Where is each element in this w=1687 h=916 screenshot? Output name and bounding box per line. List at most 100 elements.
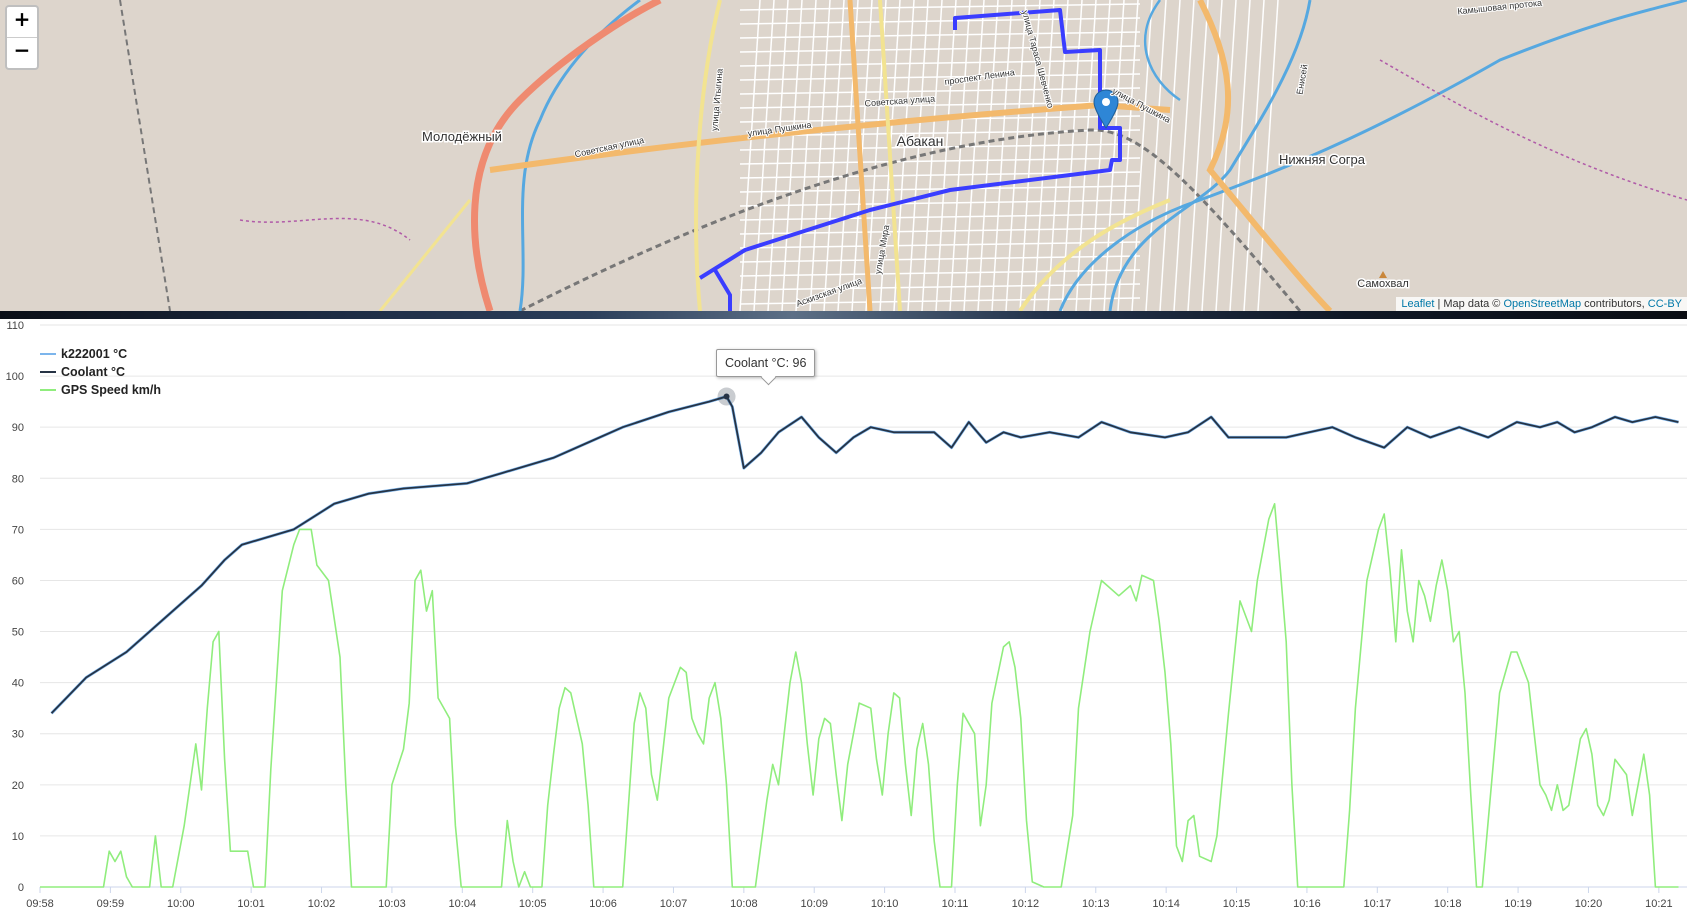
minor-road bbox=[1033, 0, 1055, 311]
x-tick-label: 09:59 bbox=[97, 898, 125, 910]
y-tick-label: 40 bbox=[12, 678, 24, 690]
minor-road bbox=[1173, 0, 1195, 311]
y-tick-label: 60 bbox=[12, 575, 24, 587]
minor-road bbox=[739, 269, 1141, 277]
attribution-contributors: contributors, bbox=[1581, 298, 1648, 310]
boundary bbox=[1379, 59, 1687, 201]
x-tick-label: 10:15 bbox=[1223, 898, 1251, 910]
minor-road bbox=[1005, 0, 1027, 311]
x-tick-label: 10:08 bbox=[730, 898, 758, 910]
hover-point bbox=[723, 393, 730, 400]
primary-road bbox=[1018, 198, 1171, 311]
legend-item-k222001[interactable]: k222001 °C bbox=[40, 345, 161, 363]
minor-road bbox=[739, 157, 1141, 165]
x-tick-label: 10:00 bbox=[167, 898, 195, 910]
legend-item-coolant[interactable]: Coolant °C bbox=[40, 363, 161, 381]
x-tick-label: 10:13 bbox=[1082, 898, 1110, 910]
minor-road bbox=[739, 31, 1141, 39]
minor-road bbox=[977, 0, 999, 311]
y-tick-label: 80 bbox=[12, 473, 24, 485]
zoom-in-button[interactable]: + bbox=[13, 7, 31, 31]
zoom-out-button[interactable]: − bbox=[7, 37, 37, 68]
place-label: Молодёжный bbox=[422, 129, 502, 144]
primary-road bbox=[694, 0, 722, 311]
railway bbox=[519, 128, 1302, 311]
leaflet-link[interactable]: Leaflet bbox=[1401, 298, 1435, 310]
minor-road bbox=[1019, 0, 1041, 311]
place-label: Самохвал bbox=[1357, 278, 1409, 290]
panel-divider bbox=[0, 311, 1687, 319]
river bbox=[1058, 0, 1687, 311]
x-tick-label: 10:01 bbox=[237, 898, 265, 910]
minor-road bbox=[1117, 0, 1139, 311]
y-tick-label: 90 bbox=[12, 422, 24, 434]
zoom-control: + − bbox=[5, 5, 39, 70]
legend-item-gps-speed[interactable]: GPS Speed km/h bbox=[40, 381, 161, 399]
chart-panel: 0 10 20 30 40 50 60 70 80 90 100 110 09:58 09:59 10:00… bbox=[0, 319, 1687, 916]
river bbox=[1108, 0, 1312, 311]
y-tick-label: 10 bbox=[12, 831, 24, 843]
attribution-text: | Map data © bbox=[1434, 298, 1504, 310]
series-line-2 bbox=[40, 503, 1679, 888]
major-road bbox=[1197, 0, 1333, 311]
y-tick-label: 30 bbox=[12, 729, 24, 741]
x-tick-label: 10:04 bbox=[449, 898, 477, 910]
minor-road bbox=[739, 227, 1141, 235]
peak-icon bbox=[1379, 271, 1387, 278]
x-tick-label: 10:16 bbox=[1293, 898, 1321, 910]
minor-road bbox=[739, 101, 1141, 109]
minor-road bbox=[739, 45, 1141, 53]
minor-road bbox=[739, 17, 1141, 25]
minor-road bbox=[1215, 0, 1237, 311]
series-line-1 bbox=[50, 395, 1679, 714]
marker-dot bbox=[1102, 98, 1110, 106]
primary-road bbox=[878, 0, 902, 311]
minor-road bbox=[1257, 0, 1279, 311]
chart-legend: k222001 °C Coolant °C GPS Speed km/h bbox=[40, 345, 161, 399]
legend-swatch-k222001 bbox=[40, 353, 56, 355]
place-label: Абакан bbox=[897, 133, 944, 149]
map-panel[interactable]: Молодёжный Абакан Нижняя Согра Самохвал Сове… bbox=[0, 0, 1687, 311]
map-background bbox=[0, 0, 1687, 311]
x-tick-label: 10:12 bbox=[1012, 898, 1040, 910]
minor-road bbox=[739, 185, 1141, 193]
minor-road bbox=[1243, 0, 1265, 311]
minor-road bbox=[739, 199, 1141, 207]
osm-link[interactable]: OpenStreetMap bbox=[1503, 298, 1582, 310]
x-tick-label: 10:18 bbox=[1434, 898, 1462, 910]
minor-road bbox=[739, 241, 1141, 249]
minor-road bbox=[991, 0, 1013, 311]
route-path bbox=[698, 8, 1122, 280]
map-attribution: Leaflet | Map data © OpenStreetMap contr… bbox=[1396, 297, 1687, 311]
location-marker-icon bbox=[1093, 89, 1119, 129]
line-chart: 0 10 20 30 40 50 60 70 80 90 100 110 09:58 09:59 10:00… bbox=[6, 320, 1687, 910]
railway bbox=[119, 0, 171, 311]
major-road bbox=[489, 101, 1171, 173]
license-link[interactable]: CC-BY bbox=[1647, 298, 1682, 310]
minor-road bbox=[739, 213, 1141, 221]
y-tick-label: 70 bbox=[12, 524, 24, 536]
primary-road bbox=[378, 199, 472, 311]
legend-swatch-coolant bbox=[40, 371, 56, 373]
x-tick-label: 10:07 bbox=[660, 898, 688, 910]
route-path bbox=[713, 268, 732, 311]
x-tick-label: 10:05 bbox=[519, 898, 547, 910]
y-tick-label: 110 bbox=[6, 320, 24, 332]
x-tick-label: 10:06 bbox=[589, 898, 617, 910]
y-tick-label: 50 bbox=[12, 627, 24, 639]
chart-tooltip: Coolant °C: 96 bbox=[716, 349, 816, 377]
x-tick-label: 10:03 bbox=[378, 898, 406, 910]
minor-road bbox=[1187, 0, 1209, 311]
x-tick-label: 10:19 bbox=[1504, 898, 1532, 910]
x-tick-label: 10:14 bbox=[1152, 898, 1180, 910]
minor-road bbox=[739, 3, 1141, 11]
series-line-0 bbox=[50, 395, 1679, 715]
minor-road bbox=[739, 73, 1141, 81]
minor-road bbox=[1089, 0, 1111, 311]
place-label: Нижняя Согра bbox=[1279, 152, 1366, 167]
x-tick-label: 09:58 bbox=[26, 898, 54, 910]
minor-road bbox=[739, 59, 1141, 67]
x-tick-label: 10:20 bbox=[1575, 898, 1603, 910]
y-tick-label: 20 bbox=[12, 780, 24, 792]
